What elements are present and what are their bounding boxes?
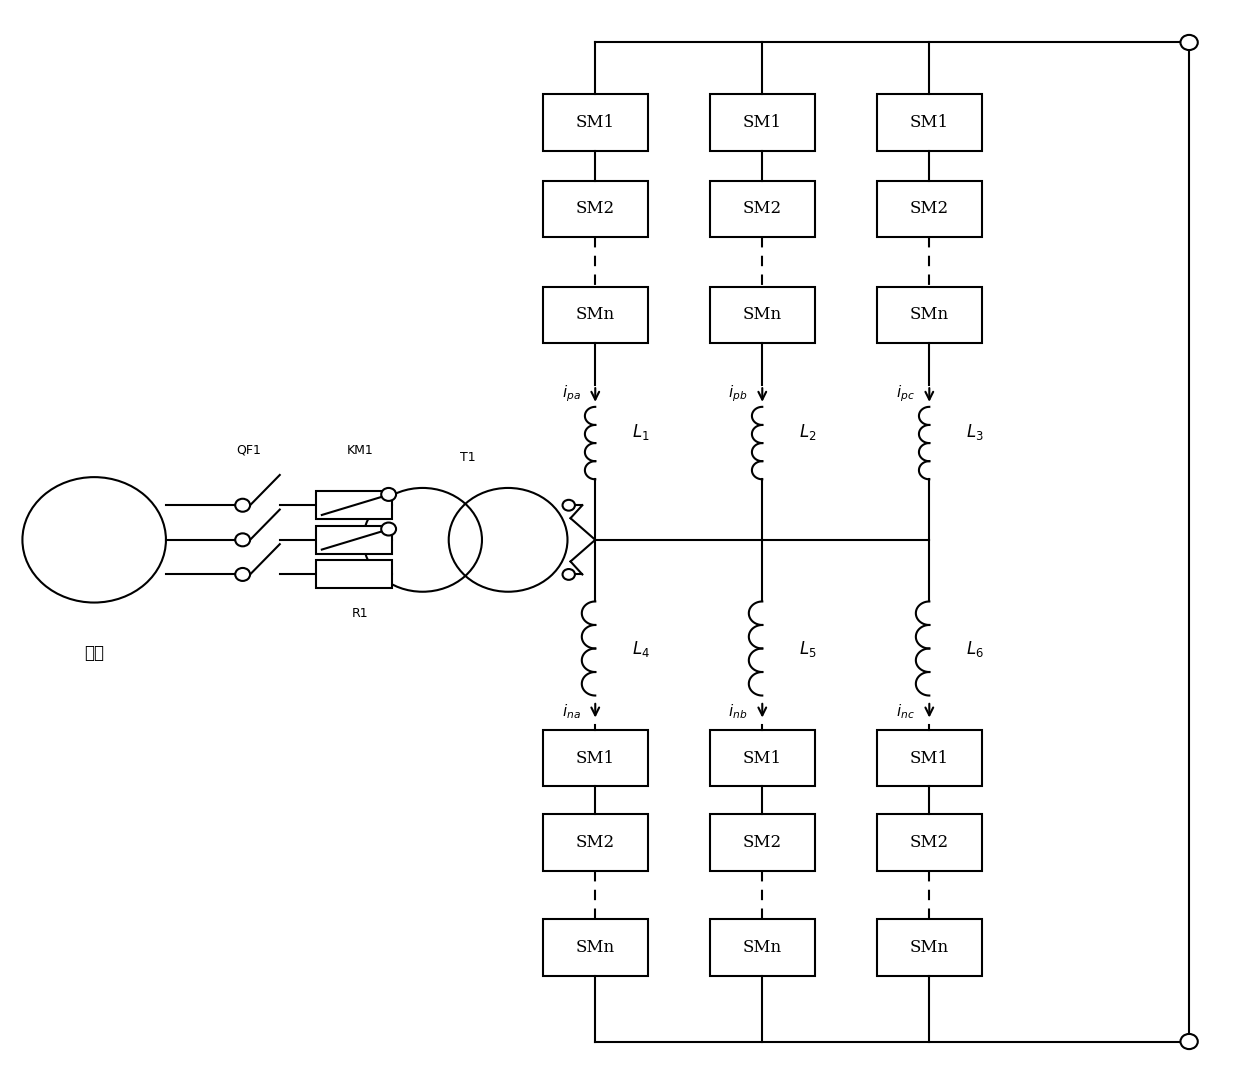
Bar: [877, 814, 982, 870]
Text: KM1: KM1: [347, 443, 373, 456]
Circle shape: [381, 488, 396, 501]
Text: SM1: SM1: [910, 114, 949, 131]
Bar: [709, 287, 815, 343]
Circle shape: [236, 533, 250, 546]
Bar: [316, 491, 392, 519]
Text: SM1: SM1: [743, 114, 782, 131]
Text: $L_6$: $L_6$: [966, 638, 985, 658]
Bar: [543, 287, 647, 343]
Text: $L_4$: $L_4$: [632, 638, 650, 658]
Circle shape: [236, 568, 250, 581]
Text: $i_{pc}$: $i_{pc}$: [895, 384, 914, 404]
Bar: [709, 731, 815, 786]
Text: $L_1$: $L_1$: [632, 423, 650, 442]
Circle shape: [1180, 35, 1198, 50]
Bar: [543, 731, 647, 786]
Text: SMn: SMn: [743, 307, 782, 323]
Text: SM2: SM2: [743, 201, 782, 218]
Text: SM2: SM2: [910, 834, 949, 851]
Bar: [543, 814, 647, 870]
Text: T1: T1: [460, 451, 476, 464]
Bar: [709, 94, 815, 151]
Bar: [877, 287, 982, 343]
Bar: [709, 181, 815, 237]
Text: SMn: SMn: [910, 939, 949, 956]
Bar: [877, 731, 982, 786]
Text: SM1: SM1: [910, 750, 949, 766]
Text: SM2: SM2: [910, 201, 949, 218]
Text: SMn: SMn: [743, 939, 782, 956]
Bar: [316, 560, 392, 589]
Circle shape: [381, 522, 396, 535]
Text: $i_{pb}$: $i_{pb}$: [728, 384, 748, 404]
Text: 电网: 电网: [84, 644, 104, 661]
Circle shape: [563, 500, 575, 511]
Text: QF1: QF1: [237, 443, 262, 456]
Bar: [877, 94, 982, 151]
Text: SM2: SM2: [575, 201, 615, 218]
Text: $L_2$: $L_2$: [800, 423, 817, 442]
Text: SMn: SMn: [575, 307, 615, 323]
Bar: [316, 526, 392, 554]
Bar: [709, 919, 815, 976]
Text: SM2: SM2: [575, 834, 615, 851]
Circle shape: [563, 569, 575, 580]
Text: SM1: SM1: [575, 114, 615, 131]
Text: $i_{nc}$: $i_{nc}$: [895, 702, 914, 721]
Circle shape: [236, 499, 250, 512]
Text: R1: R1: [352, 607, 368, 620]
Text: SMn: SMn: [910, 307, 949, 323]
Bar: [709, 814, 815, 870]
Text: SM2: SM2: [743, 834, 782, 851]
Text: $i_{nb}$: $i_{nb}$: [728, 702, 748, 721]
Text: SMn: SMn: [575, 939, 615, 956]
Bar: [877, 181, 982, 237]
Text: SM1: SM1: [575, 750, 615, 766]
Text: $i_{pa}$: $i_{pa}$: [562, 384, 580, 404]
Text: $L_5$: $L_5$: [800, 638, 817, 658]
Bar: [543, 94, 647, 151]
Text: SM1: SM1: [743, 750, 782, 766]
Circle shape: [1180, 1034, 1198, 1049]
Bar: [543, 919, 647, 976]
Bar: [543, 181, 647, 237]
Text: $i_{na}$: $i_{na}$: [562, 702, 580, 721]
Text: $L_3$: $L_3$: [966, 423, 985, 442]
Bar: [877, 919, 982, 976]
